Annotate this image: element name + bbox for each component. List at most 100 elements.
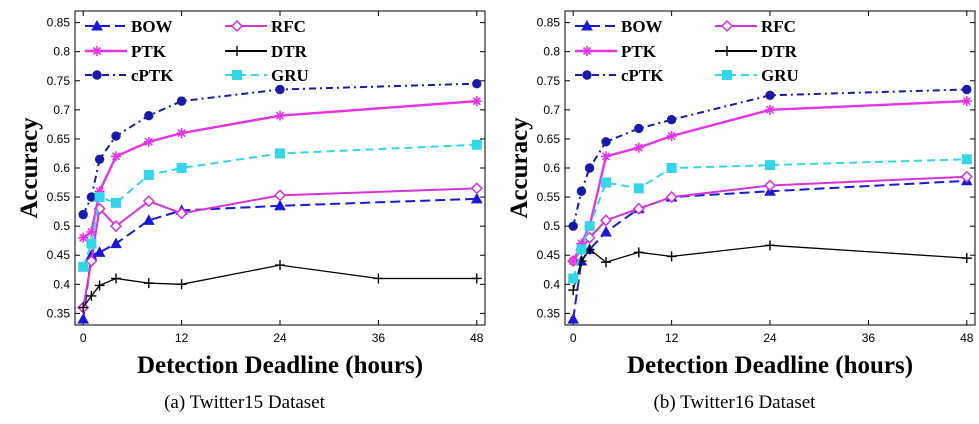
data-point-bow: [600, 225, 612, 237]
data-point-gru: [633, 183, 644, 194]
y-tick-label: 0.85: [537, 16, 561, 30]
data-point-gru: [961, 154, 972, 165]
chart-twitter16: 0.35 0.4 0.45 0.5 0.55 0.6 0.65 0.7 0.75 0.8 0.85 0…: [506, 10, 976, 379]
y-tick-label: 0.45: [47, 248, 71, 262]
data-point-ptk: [601, 151, 611, 162]
data-point-dtr: [373, 273, 384, 284]
series-cptk: [78, 78, 482, 220]
x-tick-label: 0: [80, 331, 87, 345]
data-point-gru: [275, 148, 285, 159]
data-point-bow: [110, 237, 122, 249]
legend-label: RFC: [761, 17, 796, 36]
legend-marker: [582, 46, 592, 56]
y-tick-label: 0.8: [543, 45, 560, 59]
data-point-dtr: [176, 279, 187, 290]
legend-item-cptk: cPTK: [575, 66, 664, 85]
series-line-ptk: [82, 99, 477, 239]
x-tick-label: 24: [273, 331, 287, 345]
data-point-cptk: [601, 137, 611, 147]
chart-panel-twitter16: 0.35 0.4 0.45 0.5 0.55 0.6 0.65 0.7 0.75 0.8 0.85 0…: [490, 0, 979, 424]
y-tick-label: 0.65: [47, 132, 71, 146]
legend-label: GRU: [761, 66, 799, 85]
legend-label: DTR: [271, 42, 308, 61]
series-ptk: [568, 96, 972, 267]
data-point-ptk: [143, 136, 154, 147]
data-point-dtr: [86, 290, 97, 301]
legend-item-dtr: DTR: [715, 42, 798, 61]
data-point-rfc: [109, 220, 123, 233]
legend-label: PTK: [131, 42, 167, 61]
y-tick-label: 0.35: [47, 306, 71, 320]
data-point-gru: [471, 139, 482, 150]
y-tick-label: 0.5: [543, 219, 560, 233]
y-tick-label: 0.75: [537, 74, 561, 88]
data-point-ptk: [471, 96, 482, 107]
legend-marker: [722, 70, 732, 80]
caption-twitter15: (a) Twitter15 Dataset: [164, 392, 325, 413]
legend-marker: [722, 46, 732, 56]
data-point-dtr: [471, 273, 482, 284]
y-tick-label: 0.75: [47, 74, 71, 88]
data-point-gru: [78, 261, 89, 272]
y-tick-label: 0.4: [543, 277, 560, 291]
data-point-rfc: [599, 214, 613, 227]
series-line-cptk: [82, 82, 477, 215]
series-gru: [568, 154, 972, 284]
data-point-gru: [568, 273, 579, 284]
data-point-rfc: [763, 179, 777, 192]
legend-item-gru: GRU: [225, 66, 309, 85]
legend-marker: [582, 70, 592, 80]
data-point-cptk: [111, 131, 121, 141]
data-point-cptk: [472, 78, 482, 89]
y-tick-label: 0.8: [53, 45, 70, 59]
data-point-gru: [765, 160, 775, 171]
data-point-cptk: [634, 123, 644, 134]
data-point-ptk: [94, 186, 105, 197]
legend-label: BOW: [621, 17, 663, 36]
series-line-ptk: [572, 99, 967, 262]
data-point-dtr: [666, 251, 677, 262]
legend: BOW RFC PTK DTR cPTK GRU: [85, 17, 309, 85]
data-point-dtr: [601, 257, 611, 268]
data-point-dtr: [765, 240, 775, 251]
legend: BOW RFC PTK DTR cPTK GRU: [575, 17, 799, 85]
legend-label: RFC: [271, 17, 306, 36]
series-line-bow: [82, 197, 477, 320]
legend-marker: [91, 19, 103, 31]
series-cptk: [568, 84, 972, 231]
chart-panel-twitter15: 0.35 0.4 0.45 0.5 0.55 0.6 0.65 0.7 0.75 0.8 0.85 0…: [0, 0, 489, 424]
series-rfc: [77, 182, 483, 314]
data-point-bow: [93, 246, 106, 257]
legend-label: BOW: [131, 17, 173, 36]
series-line-dtr: [572, 244, 967, 291]
x-tick-label: 24: [763, 331, 777, 345]
data-point-ptk: [111, 151, 121, 162]
data-point-gru: [176, 163, 187, 173]
data-point-cptk: [176, 96, 187, 106]
legend-marker: [92, 70, 102, 80]
data-point-cptk: [568, 221, 578, 231]
y-tick-label: 0.45: [537, 248, 561, 262]
caption-twitter16: (b) Twitter16 Dataset: [653, 392, 816, 413]
legend-label: cPTK: [131, 66, 174, 85]
data-point-cptk: [666, 115, 677, 125]
data-point-ptk: [961, 96, 972, 107]
data-point-dtr: [568, 285, 579, 296]
data-point-cptk: [584, 163, 595, 173]
legend-item-ptk: PTK: [575, 42, 657, 61]
data-point-dtr: [275, 260, 285, 271]
x-tick-label: 48: [960, 331, 974, 345]
legend-marker: [581, 19, 593, 31]
data-point-gru: [143, 169, 154, 180]
legend-marker: [92, 46, 102, 56]
x-tick-label: 0: [570, 331, 577, 345]
x-tick-label: 48: [470, 331, 484, 345]
y-axis-title: Accuracy: [16, 117, 43, 219]
y-axis-title: Accuracy: [506, 117, 533, 219]
data-point-ptk: [86, 226, 97, 237]
data-point-ptk: [176, 128, 187, 139]
data-point-dtr: [94, 280, 105, 291]
legend-marker: [720, 19, 734, 33]
legend-item-dtr: DTR: [225, 42, 308, 61]
data-point-dtr: [78, 302, 89, 313]
